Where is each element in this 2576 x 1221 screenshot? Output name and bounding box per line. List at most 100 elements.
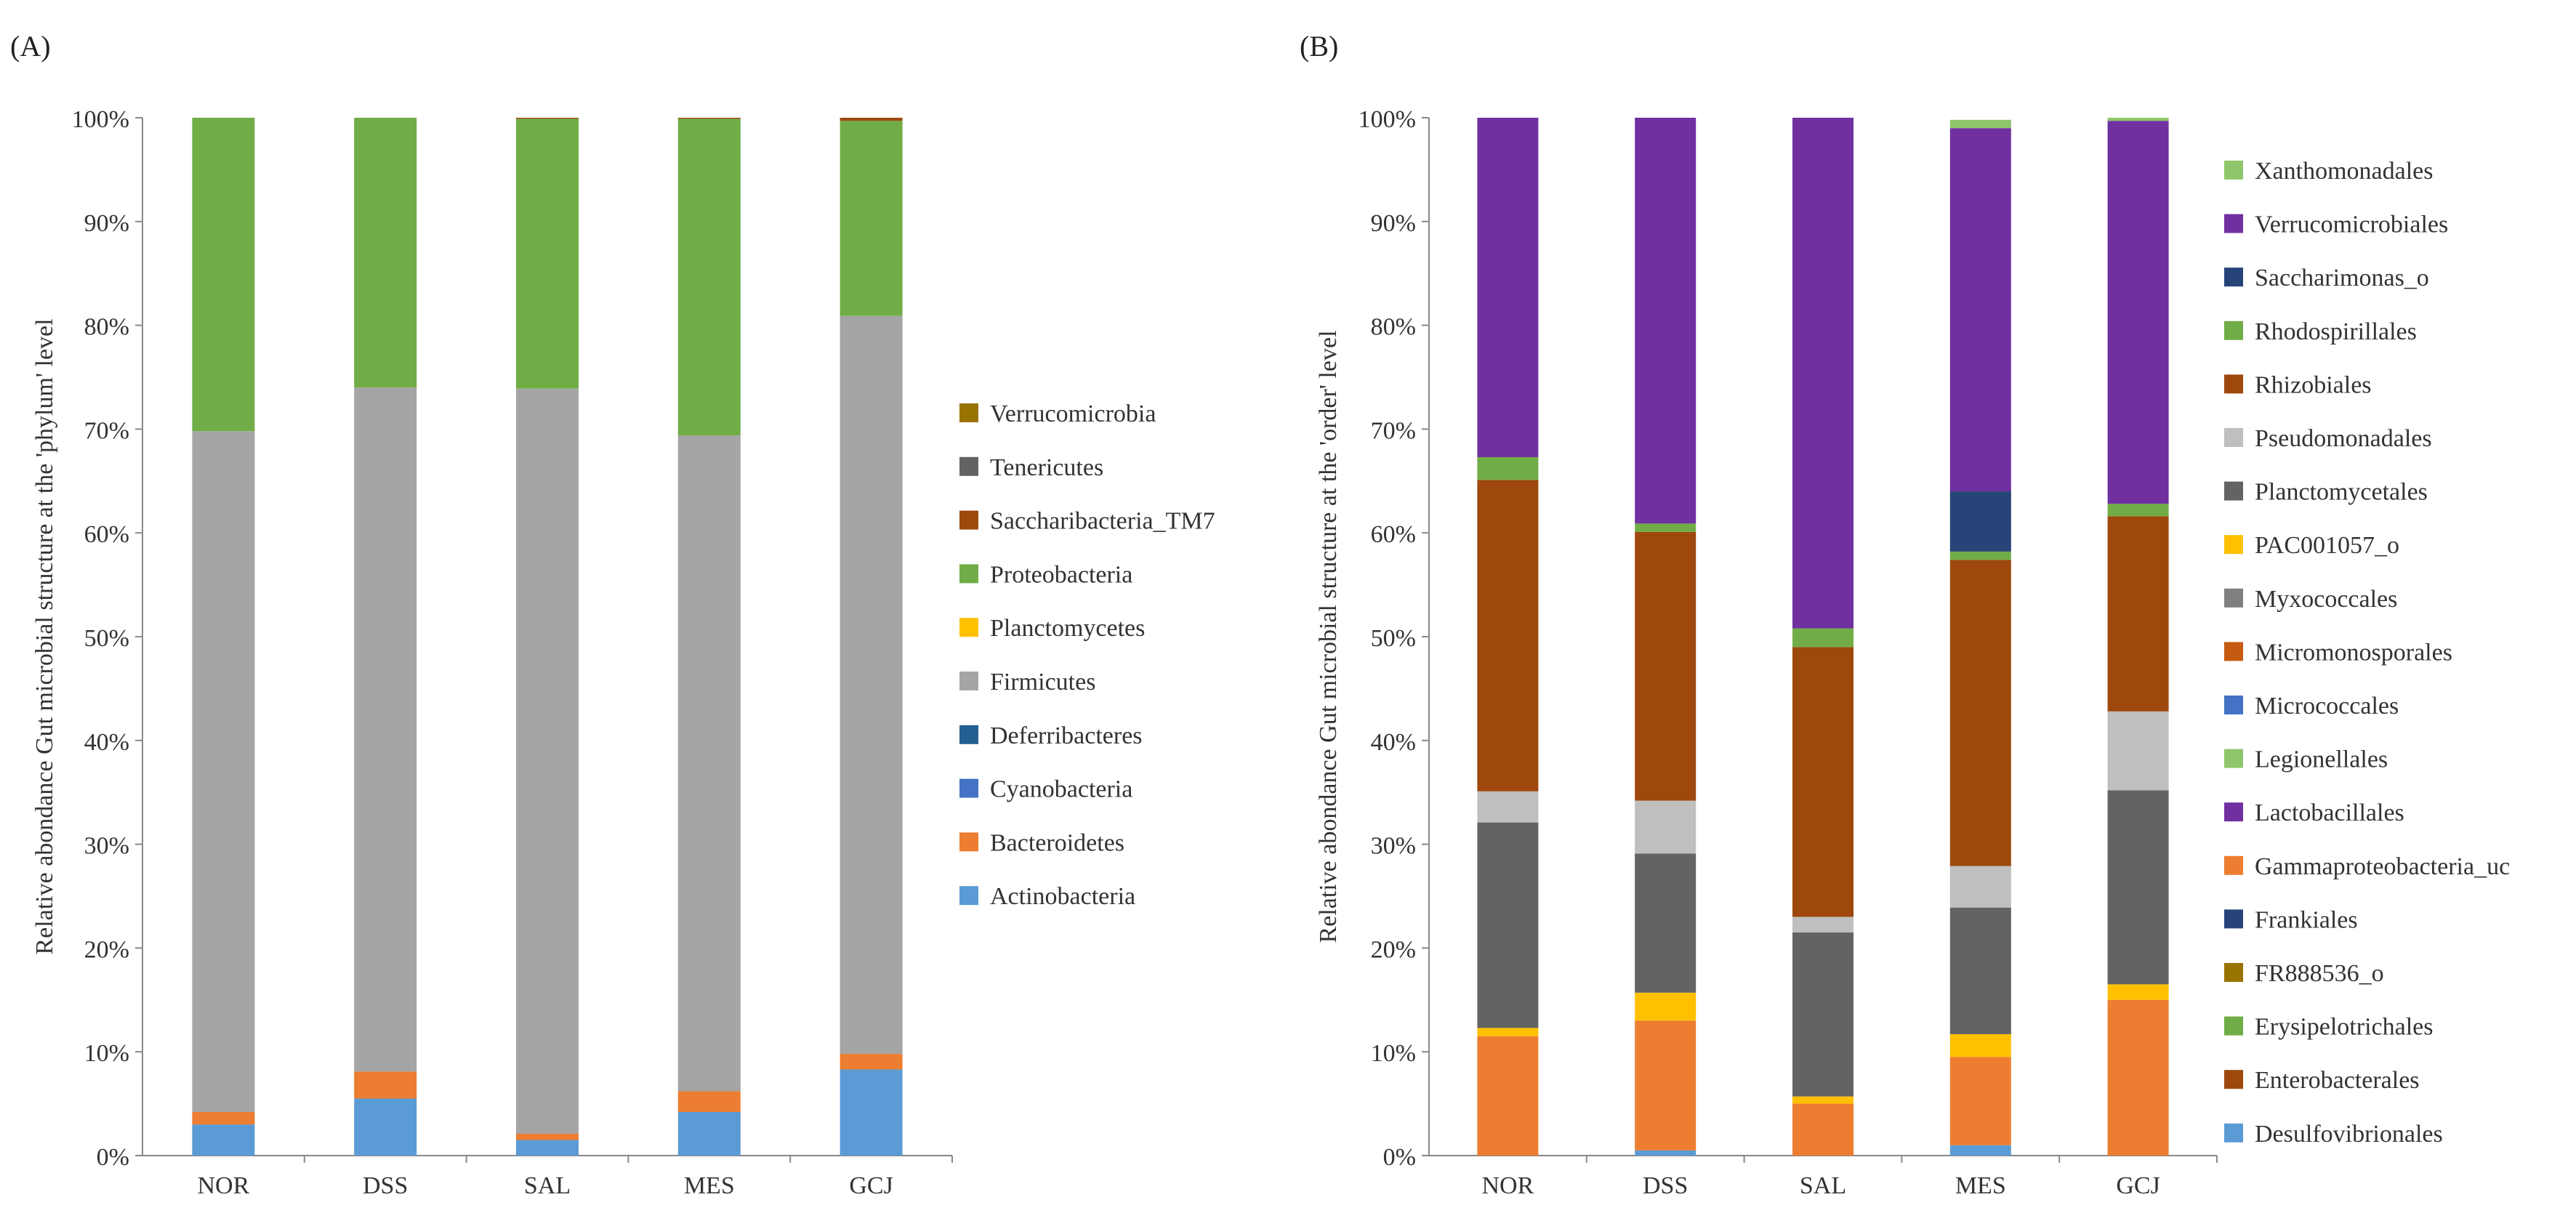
chart-a-bar-gcj-saccharibacteria-tm7 [840, 118, 903, 121]
chart-b-legend-label: Xanthomonadales [2255, 158, 2434, 185]
chart-a-bar-mes-proteobacteria [677, 118, 741, 435]
chart-b-ytick-label: 100% [1359, 106, 1416, 133]
chart-a-ytick-label: 20% [84, 936, 129, 963]
chart-a-legend-label: Cyanobacteria [990, 776, 1132, 803]
chart-b-bar-nor-rhodospirillales [1477, 456, 1539, 480]
chart-a-ytick-label: 50% [84, 625, 129, 652]
chart-a-bar-nor-proteobacteria [192, 118, 255, 432]
chart-a-legend-label: Bacteroidetes [990, 829, 1124, 856]
chart-a-bar-gcj-actinobacteria [840, 1069, 903, 1156]
chart-a-ytick-label: 70% [84, 417, 129, 444]
chart-b-legend-label: Enterobacterales [2255, 1067, 2420, 1094]
chart-b-legend-swatch [2224, 535, 2243, 555]
chart-b-xtick-label: GCJ [2116, 1172, 2160, 1199]
chart-b-bar-nor-verrucomicrobiales [1477, 118, 1539, 457]
chart-a-bar-dss-firmicutes [354, 387, 417, 1072]
chart-a-legend-swatch [959, 618, 978, 637]
chart-b-legend-swatch [2224, 1123, 2243, 1143]
chart-a-xtick-label: NOR [198, 1172, 250, 1199]
chart-b-legend-label: Legionellales [2255, 746, 2388, 773]
chart-b-legend-label: Rhizobiales [2255, 371, 2372, 398]
chart-b-bar-sal-verrucomicrobiales [1792, 118, 1853, 629]
chart-a-xtick-label: MES [684, 1172, 735, 1199]
chart-a-bar-nor-firmicutes [192, 431, 255, 1113]
chart-a-ytick-label: 90% [84, 210, 129, 237]
chart-a-bar-nor-bacteroidetes [192, 1112, 255, 1125]
chart-a-legend-label: Planctomycetes [990, 615, 1145, 642]
chart-a-ytick-label: 0% [97, 1144, 129, 1171]
chart-b-bar-mes-pseudomonadales [1949, 866, 2011, 908]
chart-a-legend-swatch [959, 510, 978, 530]
chart-a-legend-swatch [959, 403, 978, 422]
chart-a-legend-label: Actinobacteria [990, 883, 1135, 910]
chart-b-bar-sal-rhizobiales [1792, 647, 1853, 917]
chart-b-legend-swatch [2224, 481, 2243, 501]
chart-b-legend-label: FR888536_o [2255, 960, 2384, 987]
chart-b-legend-swatch [2224, 374, 2243, 394]
chart-b-legend-swatch [2224, 428, 2243, 447]
chart-a-bar-dss-proteobacteria [354, 118, 417, 388]
chart-b-ytick-label: 80% [1371, 314, 1416, 341]
chart-b-legend-label: Erysipelotrichales [2255, 1014, 2433, 1041]
chart-b-legend-label: Planctomycetales [2255, 479, 2428, 506]
chart-b-legend-swatch [2224, 642, 2243, 661]
chart-b-legend-swatch [2224, 749, 2243, 768]
panel-label-a: (A) [10, 30, 51, 63]
chart-b-bar-mes-xanthomonadales [1949, 119, 2011, 129]
chart-a-bar-gcj-proteobacteria [840, 121, 903, 316]
chart-b-xtick-label: MES [1955, 1172, 2006, 1199]
chart-a-legend-swatch [959, 832, 978, 852]
chart-b-legend-label: Frankiales [2255, 906, 2358, 933]
chart-a-legend-swatch [959, 886, 978, 906]
chart-b-bar-sal-pac001057-o [1792, 1096, 1853, 1104]
chart-a-xtick-label: DSS [363, 1172, 408, 1199]
chart-b-legend-label: Lactobacillales [2255, 799, 2404, 826]
chart-a-bar-dss-actinobacteria [354, 1098, 417, 1156]
chart-b-bar-gcj-rhizobiales [2107, 516, 2169, 712]
chart-b-bar-sal-pseudomonadales [1792, 916, 1853, 932]
chart-a-bar-nor-actinobacteria [192, 1124, 255, 1156]
chart-b-bar-dss-pseudomonadales [1635, 800, 1696, 854]
chart-a-legend-label: Proteobacteria [990, 561, 1132, 588]
chart-a-ytick-label: 60% [84, 521, 129, 548]
chart-a-ytick-label: 80% [84, 314, 129, 341]
chart-b-legend-swatch [2224, 802, 2243, 822]
chart-b-bar-gcj-pac001057-o [2107, 984, 2169, 1000]
chart-b-legend-swatch [2224, 909, 2243, 929]
chart-b-legend-label: Saccharimonas_o [2255, 265, 2429, 291]
chart-b-bar-mes-desulfovibrionales [1949, 1145, 2011, 1156]
chart-b-legend-label: PAC001057_o [2255, 532, 2399, 559]
chart-b-bar-gcj-verrucomicrobiales [2107, 121, 2169, 504]
chart-a-ytick-label: 30% [84, 833, 129, 860]
chart-b-xtick-label: DSS [1643, 1172, 1688, 1199]
chart-b-bar-dss-pac001057-o [1635, 992, 1696, 1021]
chart-b-legend-label: Rhodospirillales [2255, 318, 2417, 345]
chart-b-legend-swatch [2224, 161, 2243, 180]
chart-b-legend-swatch [2224, 1016, 2243, 1036]
chart-b-legend-label: Desulfovibrionales [2255, 1121, 2443, 1148]
chart-a-bar-gcj-firmicutes [840, 315, 903, 1055]
chart-b-bar-mes-gammaproteobacteria-uc [1949, 1057, 2011, 1145]
chart-b-bar-gcj-pseudomonadales [2107, 711, 2169, 791]
chart-a-legend-swatch [959, 725, 978, 744]
chart-b-bar-mes-saccharimonas-o [1949, 491, 2011, 552]
chart-b-xtick-label: NOR [1482, 1172, 1534, 1199]
chart-a-xtick-label: SAL [524, 1172, 571, 1199]
chart-b-ytick-label: 60% [1371, 521, 1416, 548]
chart-b-bar-sal-planctomycetales [1792, 932, 1853, 1097]
chart-a-legend-label: Tenericutes [990, 454, 1103, 481]
chart-a-bar-sal-proteobacteria [516, 118, 579, 389]
chart-b-legend-label: Myxococcales [2255, 586, 2397, 613]
chart-b-legend-swatch [2224, 1070, 2243, 1089]
chart-b-ytick-label: 30% [1371, 833, 1416, 860]
chart-b-xtick-label: SAL [1800, 1172, 1846, 1199]
chart-b-bar-mes-rhodospirillales [1949, 551, 2011, 560]
chart-a-bar-mes-actinobacteria [677, 1112, 741, 1156]
chart-a-legend-swatch [959, 672, 978, 690]
chart-b-bar-sal-rhodospirillales [1792, 628, 1853, 648]
chart-b-legend-label: Micrococcales [2255, 693, 2399, 720]
chart-b-bar-mes-verrucomicrobiales [1949, 128, 2011, 492]
chart-b-legend-swatch [2224, 321, 2243, 340]
chart-b-legend-swatch [2224, 855, 2243, 875]
